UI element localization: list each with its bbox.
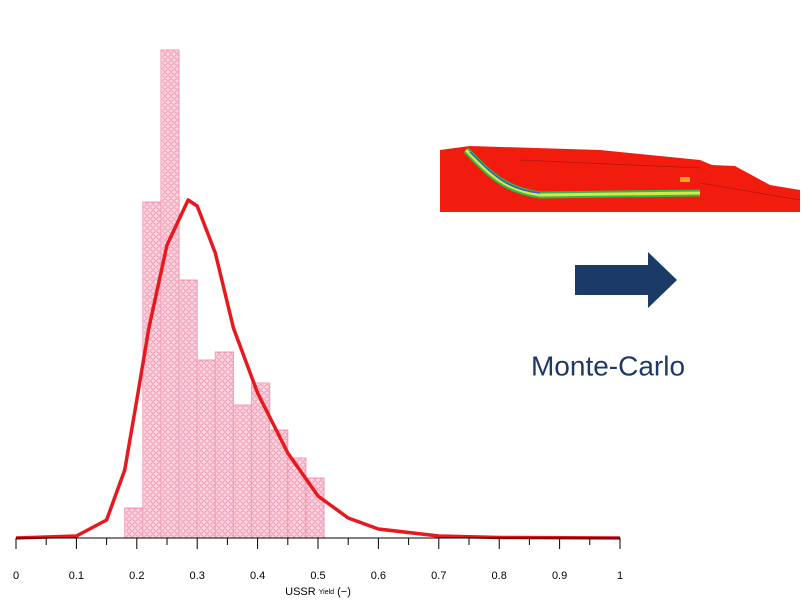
x-tick-label: 0.7 — [431, 570, 446, 582]
bar — [124, 507, 144, 539]
bar — [196, 359, 216, 539]
x-tick-label: 0.6 — [371, 570, 386, 582]
annotation: Monte-Carlo — [531, 350, 685, 381]
x-axis-label: USSR Yield (−) — [285, 586, 351, 598]
x-tick-label: 1 — [617, 570, 623, 582]
slope-model-image — [440, 146, 801, 212]
bar — [251, 382, 271, 539]
bar — [160, 49, 180, 539]
bar — [178, 279, 198, 539]
bar — [305, 477, 325, 539]
bar — [142, 201, 162, 539]
x-tick-label: 0.2 — [129, 570, 144, 582]
fit-curve — [15, 198, 621, 540]
bar — [232, 404, 253, 539]
x-tick-label: 0 — [13, 570, 19, 582]
x-tick-label: 0.5 — [310, 570, 325, 582]
arrow — [575, 252, 677, 308]
x-tick-label: 0.1 — [69, 570, 84, 582]
x-tick-label: 0.4 — [250, 570, 265, 582]
plot-area: 0 0.1 0.2 0.3 0.4 0.5 0.6 0.7 0.8 0.9 1 — [13, 49, 623, 582]
bar — [287, 457, 307, 539]
x-axis-label-subscript: Yield — [319, 589, 334, 596]
x-tick-label: 0.8 — [492, 570, 507, 582]
x-tick-label: 0.9 — [552, 570, 567, 582]
x-tick-label: 0.3 — [190, 570, 205, 582]
x-axis-label-unit: (−) — [337, 586, 351, 598]
x-axis-label-main: USSR — [285, 586, 316, 598]
bar — [214, 351, 234, 539]
